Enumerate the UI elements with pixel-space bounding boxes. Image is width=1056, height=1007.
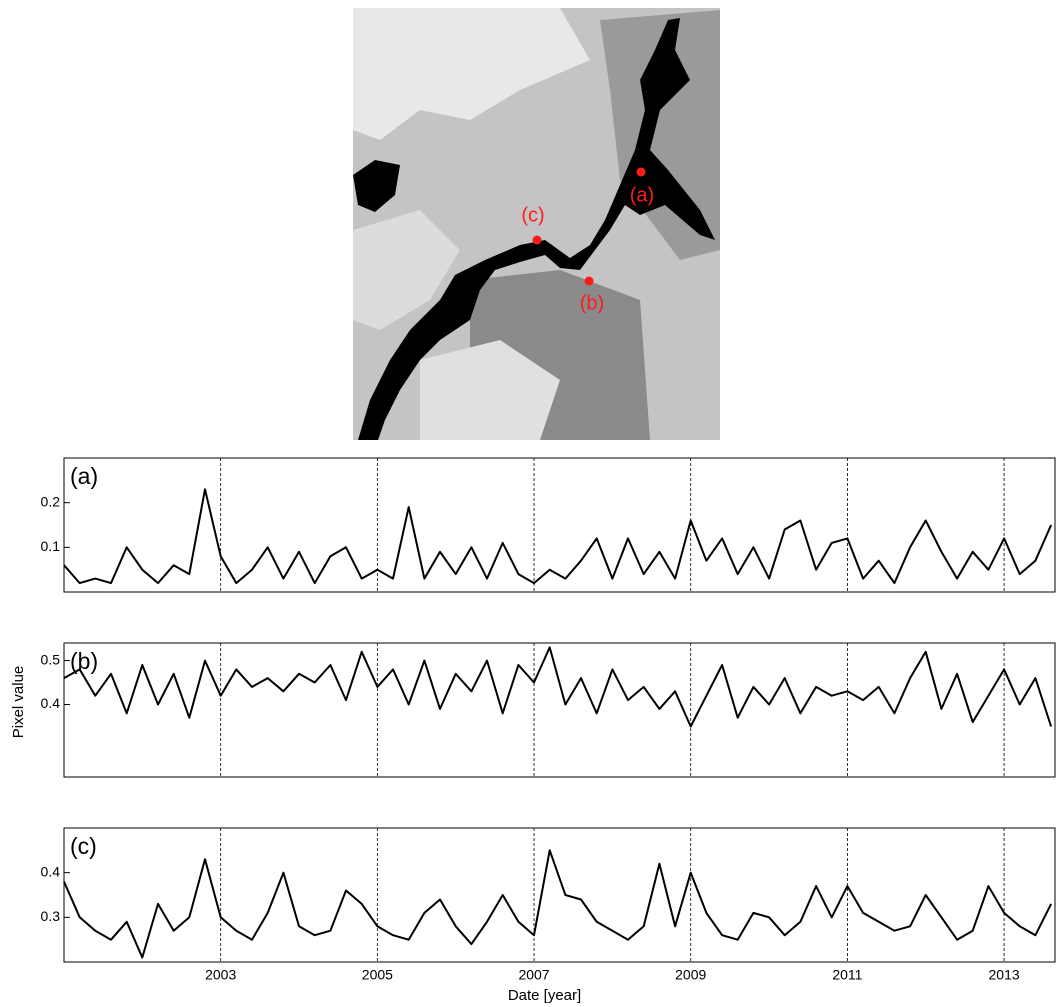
plot-frame: [63, 457, 1056, 593]
y-tick-label: 0.4: [41, 695, 61, 711]
map-bright-area: [353, 8, 590, 140]
satellite-map: (a) (b) (c): [353, 8, 720, 440]
x-tick-label: 2003: [205, 967, 236, 983]
map-lake: [353, 160, 400, 212]
y-tick-label: 0.1: [41, 538, 61, 554]
panel-label: (a): [70, 463, 98, 489]
map-bright-area: [353, 210, 460, 330]
data-line: [63, 849, 1052, 959]
map-point: [532, 235, 542, 245]
map-point: [584, 276, 594, 286]
panel-label: (c): [70, 833, 97, 859]
map-lake: [358, 18, 715, 440]
y-tick-label: 0.2: [41, 493, 61, 509]
y-tick-label: 0.4: [41, 863, 61, 879]
x-tick-label: 2009: [675, 967, 706, 983]
x-axis-label: Date [year]: [508, 987, 581, 1004]
x-tick-label: 2011: [832, 967, 862, 983]
x-tick-label: 2005: [362, 967, 393, 983]
map-label: (a): [630, 184, 654, 206]
data-line: [63, 488, 1053, 585]
x-tick-label: 2007: [518, 967, 549, 983]
y-tick-label: 0.5: [41, 651, 61, 667]
panel-label: (b): [70, 648, 98, 674]
x-tick-label: 2013: [989, 967, 1020, 983]
plot-frame: [63, 642, 1056, 778]
y-axis-label: Pixel value: [10, 666, 27, 739]
y-tick-label: 0.3: [41, 908, 61, 924]
map-label: (c): [521, 204, 544, 226]
data-line: [63, 646, 1053, 728]
map-label: (b): [580, 292, 604, 314]
plot-frame: [63, 827, 1056, 963]
map-bright-area: [420, 340, 560, 440]
map-point: [636, 167, 646, 177]
